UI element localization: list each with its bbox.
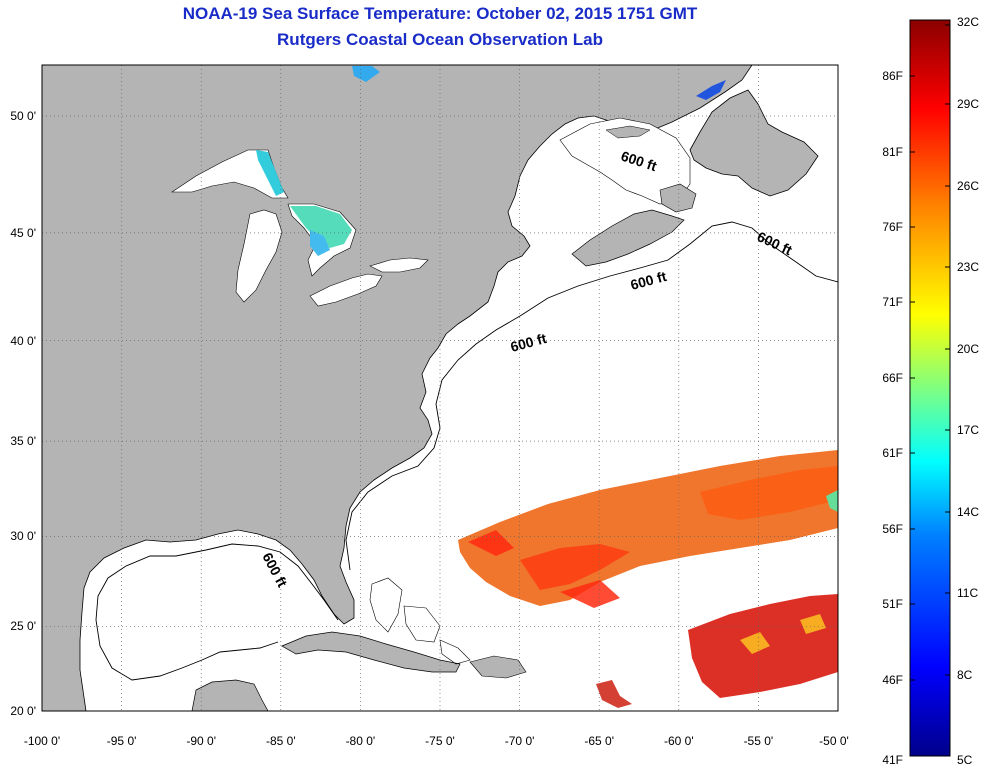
lat-tick-label: 50 0' xyxy=(10,109,36,123)
colorbar-c-label: 17C xyxy=(957,423,979,437)
colorbar-c-label: 14C xyxy=(957,505,979,519)
lon-tick-label: -50 0' xyxy=(819,734,849,748)
lake-ontario xyxy=(369,257,429,273)
sst-atlantic-data xyxy=(458,450,838,708)
yucatan xyxy=(191,679,269,711)
colorbar-f-label: 86F xyxy=(882,69,903,83)
colorbar-c-label: 11C xyxy=(957,586,978,600)
colorbar-c-label: 23C xyxy=(957,260,979,274)
colorbar-f-label: 81F xyxy=(882,145,903,159)
colorbar-f-label: 61F xyxy=(882,446,903,460)
cape-breton xyxy=(659,183,697,213)
map-subtitle: Rutgers Coastal Ocean Observation Lab xyxy=(277,30,603,49)
colorbar-c-label: 29C xyxy=(957,97,979,111)
hispaniola xyxy=(469,655,527,679)
colorbar-c-label: 26C xyxy=(957,179,979,193)
graticule xyxy=(42,65,838,711)
lat-tick-label: 25 0' xyxy=(10,619,36,633)
lat-tick-label: 20 0' xyxy=(10,704,36,718)
lon-tick-label: -70 0' xyxy=(505,734,535,748)
cuba xyxy=(281,631,461,673)
bahamas-banks xyxy=(369,577,471,665)
colorbar-f-label: 41F xyxy=(882,753,903,767)
colorbar-c-label: 5C xyxy=(957,753,973,767)
lon-tick-label: -85 0' xyxy=(266,734,296,748)
lat-tick-label: 35 0' xyxy=(10,434,36,448)
newfoundland xyxy=(689,89,819,197)
lon-tick-label: -90 0' xyxy=(186,734,216,748)
lon-tick-label: -100 0' xyxy=(24,734,60,748)
colorbar-f-label: 51F xyxy=(882,597,903,611)
colorbar-f-label: 46F xyxy=(882,673,903,687)
lon-tick-label: -55 0' xyxy=(744,734,774,748)
nova-scotia xyxy=(571,209,685,267)
lake-erie xyxy=(309,273,383,307)
lat-axis: 20 0' 25 0' 30 0' 35 0' 40 0' 45 0' 50 0… xyxy=(10,109,36,718)
lat-tick-label: 30 0' xyxy=(10,529,36,543)
lon-tick-label: -75 0' xyxy=(425,734,455,748)
land-north-america xyxy=(42,65,753,711)
colorbar-c-label: 20C xyxy=(957,342,979,356)
colorbar-c-label: 8C xyxy=(957,668,973,682)
map-title: NOAA-19 Sea Surface Temperature: October… xyxy=(182,4,698,23)
colorbar-c-label: 32C xyxy=(957,15,979,29)
colorbar-f-label: 76F xyxy=(882,220,903,234)
lon-tick-label: -80 0' xyxy=(346,734,376,748)
sst-lakes-data xyxy=(256,66,726,256)
contour-600ft-gulf xyxy=(95,543,339,681)
lon-axis: -100 0' -95 0' -90 0' -85 0' -80 0' -75 … xyxy=(24,734,849,748)
lon-tick-label: -60 0' xyxy=(664,734,694,748)
colorbar-gradient xyxy=(909,19,951,757)
lat-tick-label: 45 0' xyxy=(10,226,36,240)
lon-tick-label: -65 0' xyxy=(584,734,614,748)
colorbar: 32C 29C 26C 23C 20C 17C 14C 11C 8C 5C 86… xyxy=(882,15,979,767)
anticosti-island xyxy=(605,125,651,139)
contour-600ft-atlantic xyxy=(345,221,838,571)
lon-tick-label: -95 0' xyxy=(107,734,137,748)
colorbar-f-label: 71F xyxy=(882,295,903,309)
colorbar-f-label: 56F xyxy=(882,522,903,536)
map-frame xyxy=(41,64,839,712)
colorbar-f-label: 66F xyxy=(882,371,903,385)
lat-tick-label: 40 0' xyxy=(10,334,36,348)
